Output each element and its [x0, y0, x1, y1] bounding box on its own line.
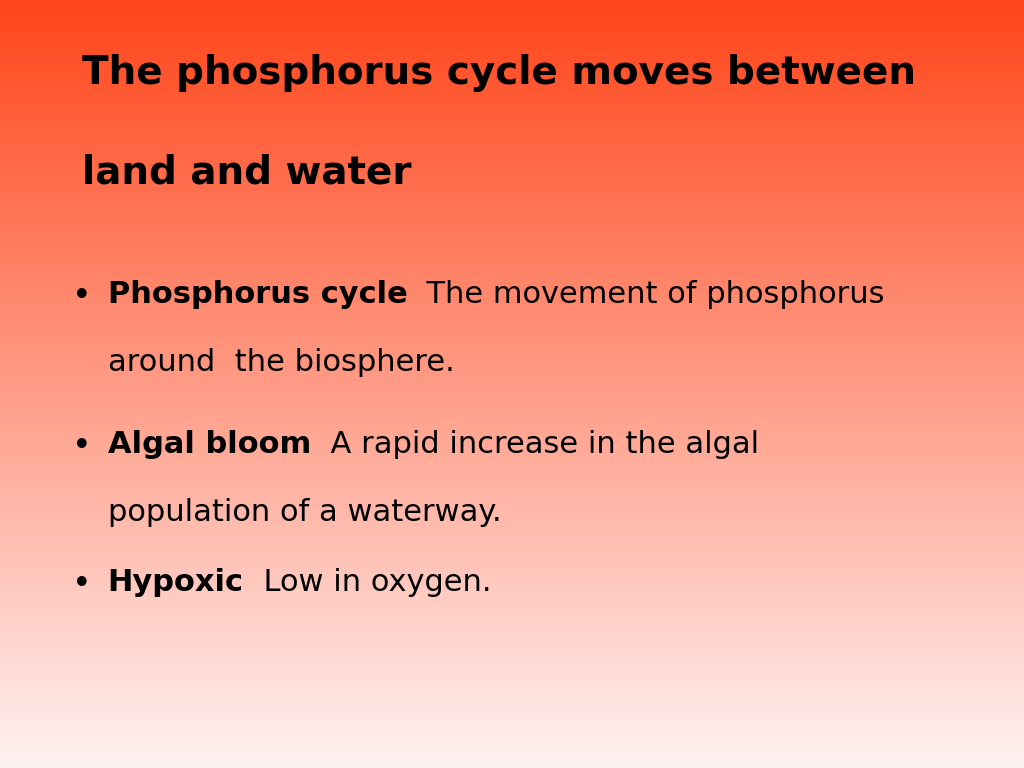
- Text: The phosphorus cycle moves between: The phosphorus cycle moves between: [82, 54, 915, 91]
- Text: The movement of phosphorus: The movement of phosphorus: [408, 280, 885, 310]
- Text: Low in oxygen.: Low in oxygen.: [244, 568, 492, 598]
- Text: population of a waterway.: population of a waterway.: [108, 498, 501, 527]
- Text: •: •: [72, 430, 91, 463]
- Text: land and water: land and water: [82, 154, 412, 191]
- Text: •: •: [72, 568, 91, 601]
- Text: Phosphorus cycle: Phosphorus cycle: [108, 280, 408, 310]
- Text: A rapid increase in the algal: A rapid increase in the algal: [310, 430, 759, 459]
- Text: •: •: [72, 280, 91, 313]
- Text: Hypoxic: Hypoxic: [108, 568, 244, 598]
- Text: Algal bloom: Algal bloom: [108, 430, 310, 459]
- Text: around  the biosphere.: around the biosphere.: [108, 348, 455, 377]
